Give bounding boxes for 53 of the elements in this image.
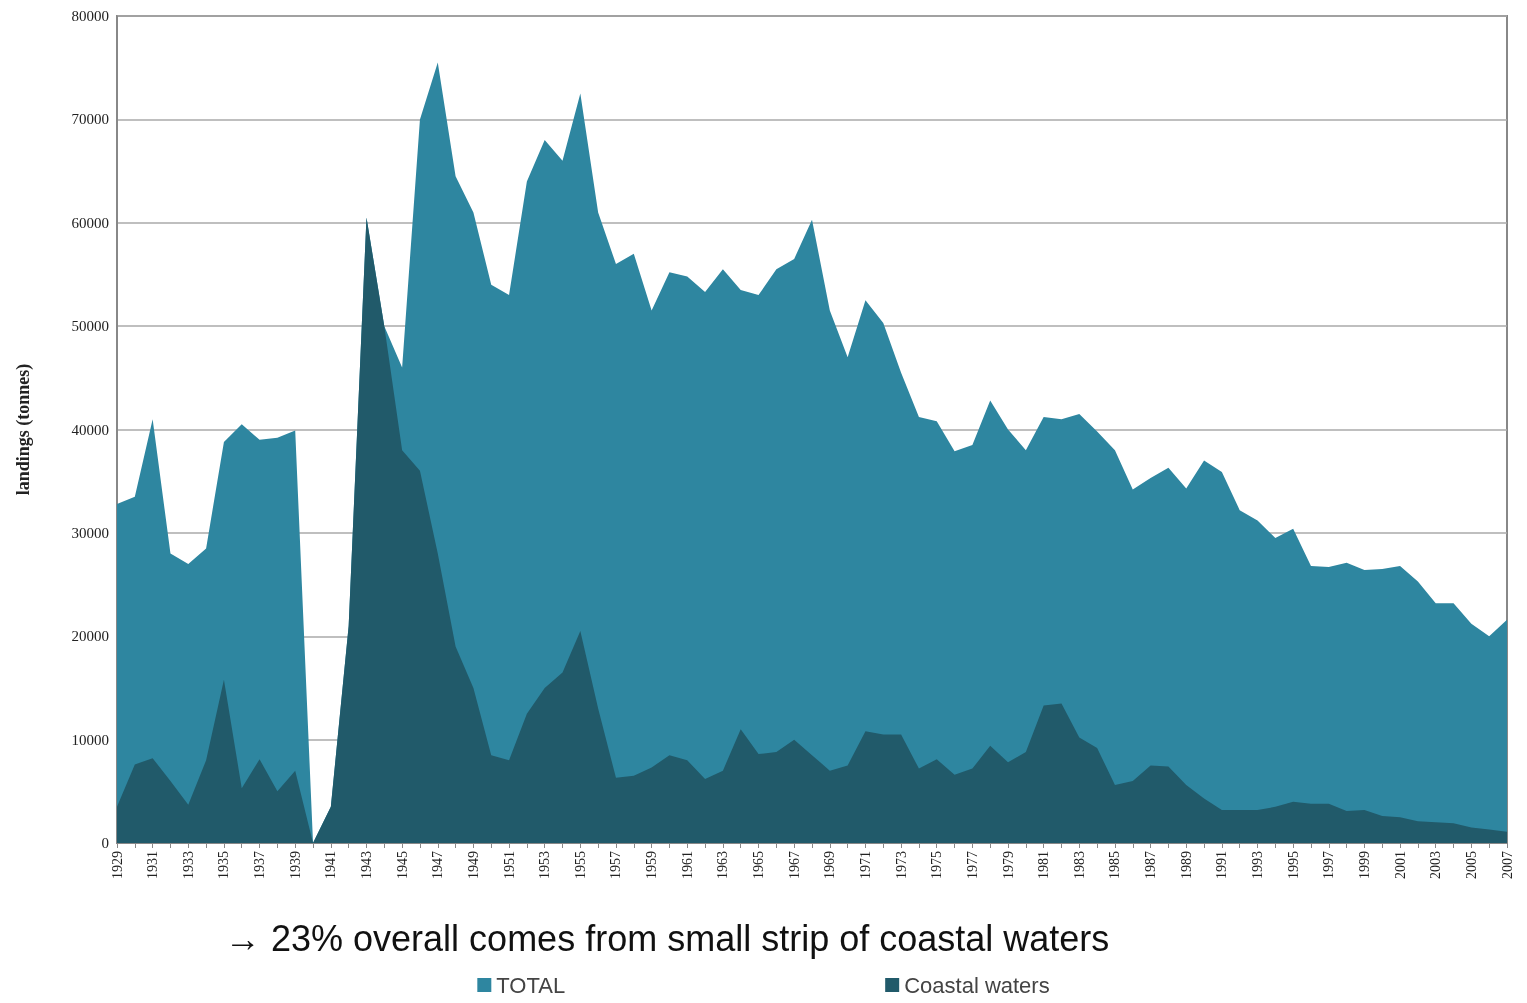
x-tick-label: 1967 bbox=[786, 851, 802, 879]
y-tick-label: 40000 bbox=[71, 421, 109, 438]
x-tick-label: 1987 bbox=[1143, 851, 1159, 879]
y-tick-label: 0 bbox=[101, 835, 109, 851]
x-tick-label: 2007 bbox=[1499, 851, 1515, 879]
x-tick-label: 1993 bbox=[1250, 851, 1266, 879]
x-tick-label: 1949 bbox=[465, 851, 481, 879]
y-tick-label: 10000 bbox=[71, 731, 109, 748]
x-tick-label: 2001 bbox=[1392, 851, 1408, 879]
x-tick-label: 1963 bbox=[715, 851, 731, 879]
x-tick-label: 1943 bbox=[358, 851, 374, 879]
x-tick-label: 1973 bbox=[893, 851, 909, 879]
x-tick-label: 1995 bbox=[1285, 851, 1301, 879]
x-tick-label: 1975 bbox=[929, 851, 945, 879]
x-tick-label: 1961 bbox=[679, 851, 695, 879]
text: → 23% overall comes from small strip of coastal waters bbox=[225, 917, 1110, 959]
x-tick-label: 1985 bbox=[1107, 851, 1123, 879]
x-tick-label: 1945 bbox=[394, 851, 410, 879]
y-tick-label: 50000 bbox=[71, 318, 109, 335]
x-tick-label: 1955 bbox=[572, 851, 588, 879]
x-tick-label: 1991 bbox=[1214, 851, 1230, 879]
x-tick-label: 1959 bbox=[644, 851, 660, 879]
y-tick-label: 70000 bbox=[71, 111, 109, 128]
x-tick-label: 1979 bbox=[1000, 851, 1016, 879]
x-tick-label: 1977 bbox=[964, 851, 980, 879]
x-tick-label: 1983 bbox=[1071, 851, 1087, 879]
x-tick-label: 1929 bbox=[109, 851, 125, 879]
x-tick-label: 1941 bbox=[323, 851, 339, 879]
y-tick-label: 60000 bbox=[71, 214, 109, 231]
x-tick-label: 1933 bbox=[180, 851, 196, 879]
x-tick-label: 1953 bbox=[537, 851, 553, 879]
y-tick-label: 80000 bbox=[71, 8, 109, 24]
x-tick-label: 1981 bbox=[1036, 851, 1052, 879]
x-tick-label: 1965 bbox=[751, 851, 767, 879]
x-tick-label: 2005 bbox=[1463, 851, 1479, 879]
x-tick-label: 1937 bbox=[252, 851, 268, 879]
x-tick-label: 1999 bbox=[1356, 851, 1372, 879]
x-tick-label: 1997 bbox=[1321, 851, 1337, 879]
x-tick-label: 1957 bbox=[608, 851, 624, 879]
x-tick-label: 1935 bbox=[216, 851, 232, 879]
x-tick-label: 1971 bbox=[857, 851, 873, 879]
x-tick-label: 1969 bbox=[822, 851, 838, 879]
y-tick-label: 30000 bbox=[71, 524, 109, 541]
legend-label: Coastal waters bbox=[904, 972, 1050, 998]
x-tick-label: 2003 bbox=[1428, 851, 1444, 879]
x-tick-label: 1931 bbox=[145, 851, 161, 879]
legend-label: TOTAL bbox=[496, 972, 566, 998]
x-tick-label: 1951 bbox=[501, 851, 517, 879]
y-axis-title: landings (tonnes) bbox=[13, 363, 34, 496]
x-tick-label: 1989 bbox=[1178, 851, 1194, 879]
y-tick-label: 20000 bbox=[71, 628, 109, 645]
x-tick-label: 1939 bbox=[287, 851, 303, 879]
x-tick-label: 1947 bbox=[430, 851, 446, 879]
